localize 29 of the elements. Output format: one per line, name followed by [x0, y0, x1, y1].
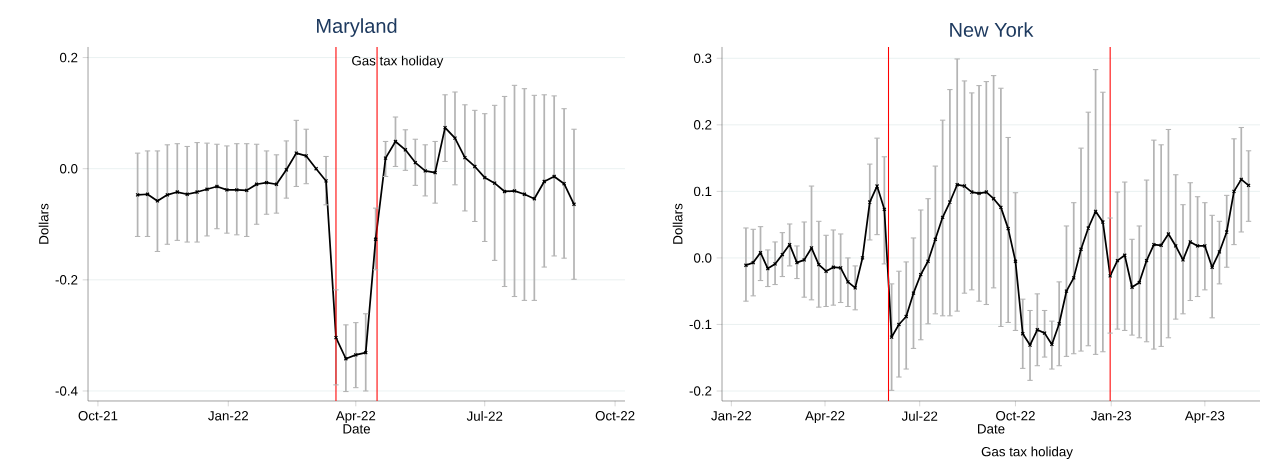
x-tick-label: Oct-21 [78, 411, 118, 421]
x-axis-title: Date [978, 424, 1005, 434]
y-axis-title: Dollars [38, 203, 49, 244]
y-tick-label: -0.2 [689, 386, 712, 396]
annotation: Gas tax holiday [352, 55, 444, 69]
x-tick-label: Oct-22 [996, 411, 1035, 421]
chart-title: Maryland [317, 18, 397, 37]
x-tick-label: Jan-23 [1091, 411, 1131, 421]
y-tick-label: 0.2 [693, 120, 712, 130]
y-tick-label: 0.1 [693, 186, 712, 197]
x-tick-label: Jul-22 [466, 411, 503, 421]
x-tick-label: Jan-22 [208, 411, 248, 421]
x-tick-label: Jan-22 [711, 411, 752, 421]
y-axis-title: Dollars [672, 203, 683, 244]
y-tick-label: -0.1 [689, 319, 712, 330]
y-tick-label: 0.2 [59, 52, 78, 63]
x-tick-label: Apr-22 [335, 411, 376, 424]
text: Gas tax holiday [981, 446, 1073, 460]
x-tick-label: Oct-22 [595, 411, 635, 421]
y-tick-label: -0.2 [55, 275, 78, 285]
y-tick-label: -0.4 [55, 386, 78, 396]
y-tick-label: 0.3 [693, 53, 712, 64]
y-tick-label: 0.0 [693, 253, 712, 263]
chart-title: New York [950, 22, 1034, 37]
x-tick-label: Jul-22 [901, 411, 938, 421]
x-tick-label: Apr-23 [1184, 411, 1225, 424]
y-tick-label: 0.0 [59, 163, 78, 174]
x-tick-label: Apr-22 [805, 411, 845, 424]
x-axis-title: Date [343, 424, 370, 434]
